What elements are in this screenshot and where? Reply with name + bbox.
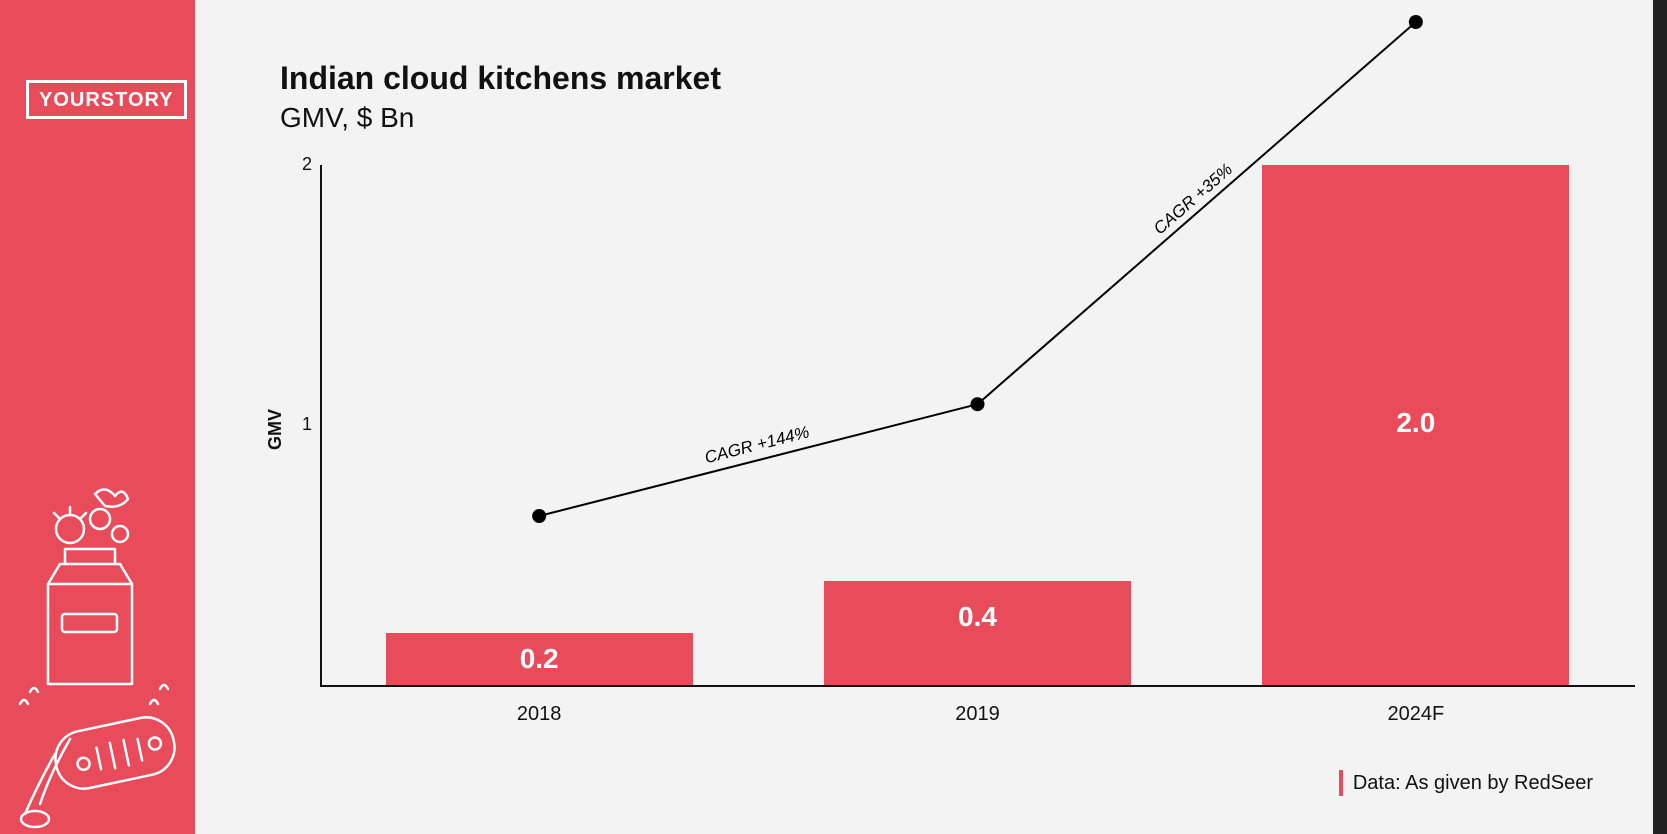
segment-label: CAGR +35%: [1150, 160, 1236, 239]
data-point: [1409, 15, 1423, 29]
chart-subtitle: GMV, $ Bn: [280, 102, 414, 134]
chart-title: Indian cloud kitchens market: [280, 60, 721, 97]
credit-text: Data: As given by RedSeer: [1353, 772, 1593, 795]
data-point: [971, 397, 985, 411]
credit-accent-bar: [1339, 770, 1343, 796]
brand-sidebar: YOURSTORY: [0, 0, 195, 834]
sidebar-illustration-icon: [0, 474, 195, 834]
chart-area: GMV120.220180.420192.02024FCAGR +144%CAG…: [265, 155, 1645, 735]
brand-logo: YOURSTORY: [26, 80, 187, 119]
right-edge-strip: [1653, 0, 1667, 834]
chart-panel: Indian cloud kitchens market GMV, $ Bn G…: [195, 0, 1653, 834]
trend-line: CAGR +144%CAGR +35%: [265, 155, 1645, 735]
data-point: [532, 509, 546, 523]
data-credit: Data: As given by RedSeer: [1339, 770, 1593, 796]
brand-logo-text: YOURSTORY: [39, 89, 174, 111]
